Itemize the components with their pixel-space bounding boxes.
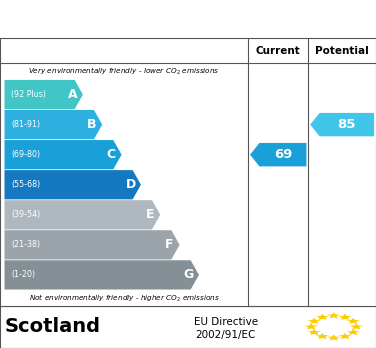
Text: (39-54): (39-54)	[11, 210, 41, 219]
Text: E: E	[146, 208, 155, 221]
Polygon shape	[5, 170, 141, 199]
Polygon shape	[5, 260, 199, 290]
Polygon shape	[347, 329, 360, 335]
Text: Not environmentally friendly - higher CO$_2$ emissions: Not environmentally friendly - higher CO…	[29, 292, 220, 303]
Text: B: B	[87, 118, 97, 131]
Text: (21-38): (21-38)	[11, 240, 40, 249]
Text: Very environmentally friendly - lower CO$_2$ emissions: Very environmentally friendly - lower CO…	[28, 66, 220, 77]
Text: EU Directive: EU Directive	[194, 317, 258, 327]
Polygon shape	[308, 329, 321, 335]
Text: 2002/91/EC: 2002/91/EC	[196, 330, 256, 340]
Polygon shape	[327, 312, 340, 318]
Polygon shape	[250, 143, 306, 166]
Text: C: C	[107, 148, 116, 161]
Polygon shape	[5, 230, 180, 260]
Polygon shape	[5, 140, 121, 169]
Text: (1-20): (1-20)	[11, 270, 35, 279]
Text: (92 Plus): (92 Plus)	[11, 90, 46, 99]
Text: 85: 85	[338, 118, 356, 131]
Text: Environmental Impact (CO$_2$) Rating: Environmental Impact (CO$_2$) Rating	[29, 9, 347, 29]
Polygon shape	[316, 333, 329, 339]
Text: Potential: Potential	[315, 46, 369, 56]
Text: F: F	[165, 238, 174, 251]
Polygon shape	[305, 323, 318, 330]
Polygon shape	[338, 314, 352, 320]
Text: Current: Current	[256, 46, 301, 56]
Text: 69: 69	[274, 148, 292, 161]
Polygon shape	[327, 334, 340, 341]
Text: (69-80): (69-80)	[11, 150, 40, 159]
Polygon shape	[5, 110, 102, 139]
Text: G: G	[183, 268, 194, 282]
Polygon shape	[347, 318, 360, 324]
Polygon shape	[5, 200, 160, 229]
Polygon shape	[350, 323, 363, 330]
Text: (55-68): (55-68)	[11, 180, 41, 189]
Text: D: D	[126, 178, 136, 191]
Text: A: A	[68, 88, 77, 101]
Text: (81-91): (81-91)	[11, 120, 40, 129]
Polygon shape	[338, 333, 352, 339]
Polygon shape	[310, 113, 374, 136]
Polygon shape	[5, 80, 83, 109]
Text: Scotland: Scotland	[5, 317, 101, 337]
Polygon shape	[316, 314, 329, 320]
Polygon shape	[308, 318, 321, 324]
